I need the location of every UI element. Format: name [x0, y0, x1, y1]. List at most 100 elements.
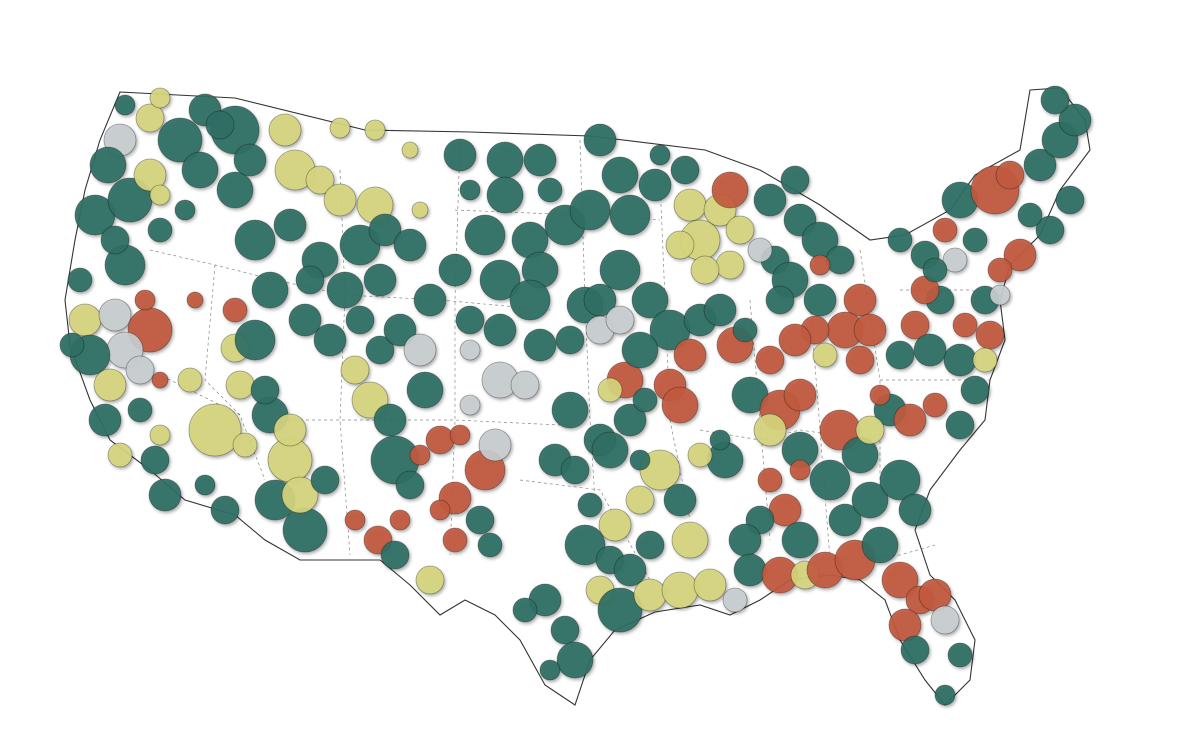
bubble-category-a — [363, 263, 397, 297]
bubble-category-a — [947, 642, 973, 668]
bubble-category-b — [151, 371, 169, 389]
bubble-category-a — [477, 532, 503, 558]
bubble-category-a — [114, 94, 136, 116]
bubble-category-a — [395, 470, 425, 500]
bubble-category-b — [869, 384, 891, 406]
state-border-line — [339, 169, 351, 556]
bubble-category-b — [344, 509, 366, 531]
bubble-category-a — [613, 553, 647, 587]
bubble-category-a — [148, 478, 182, 512]
state-border-line — [519, 479, 651, 581]
bubble-category-b — [952, 312, 978, 338]
bubble-category-a — [181, 151, 219, 189]
bubble-category-d — [747, 237, 773, 263]
bubble-category-b — [429, 499, 451, 521]
state-border-line — [449, 139, 461, 556]
bubble-category-a — [89, 146, 127, 184]
state-border-line — [149, 369, 241, 416]
bubble-layer — [59, 85, 1092, 706]
bubble-category-a — [345, 305, 375, 335]
bubble-category-c — [68, 303, 102, 337]
state-border-line — [659, 179, 691, 521]
bubble-category-a — [631, 281, 669, 319]
bubble-category-c — [625, 485, 655, 515]
bubble-category-a — [523, 143, 557, 177]
bubble-category-c — [597, 377, 623, 403]
bubble-category-d — [942, 247, 968, 273]
bubble-category-a — [709, 429, 731, 451]
bubble-category-c — [690, 255, 720, 285]
bubble-category-a — [564, 524, 606, 566]
bubble-category-c — [177, 367, 203, 393]
bubble-category-a — [100, 225, 130, 255]
bubble-category-a — [960, 375, 990, 405]
bubble-category-a — [962, 227, 988, 253]
bubble-category-a — [825, 245, 855, 275]
bubble-category-b — [409, 444, 431, 466]
bubble-category-a — [613, 403, 647, 437]
bubble-category-a — [803, 283, 837, 317]
bubble-category-a — [67, 267, 93, 293]
bubble-category-b — [987, 257, 1013, 283]
bubble-category-a — [459, 179, 481, 201]
bubble-category-a — [127, 397, 153, 423]
bubble-category-a — [310, 465, 340, 495]
bubble-category-a — [413, 283, 447, 317]
bubble-category-a — [1035, 215, 1065, 245]
bubble-category-b — [932, 217, 958, 243]
bubble-category-a — [326, 271, 364, 309]
bubble-category-a — [569, 189, 611, 231]
bubble-category-c — [401, 141, 419, 159]
bubble-category-a — [313, 323, 347, 357]
bubble-category-a — [560, 455, 590, 485]
bubble-category-c — [149, 184, 171, 206]
bubble-category-b — [995, 160, 1025, 190]
bubble-category-a — [59, 332, 85, 358]
bubble-category-a — [703, 293, 737, 327]
bubble-category-b — [789, 459, 811, 481]
bubble-category-a — [523, 328, 557, 362]
bubble-category-a — [380, 540, 410, 570]
bubble-category-b — [845, 345, 875, 375]
bubble-category-a — [1040, 85, 1070, 115]
bubble-category-a — [509, 279, 551, 321]
bubble-category-a — [1055, 185, 1085, 215]
bubble-category-c — [693, 568, 727, 602]
bubble-category-a — [365, 335, 395, 365]
bubble-category-a — [233, 143, 267, 177]
bubble-category-a — [157, 117, 203, 163]
bubble-category-b — [389, 509, 411, 531]
bubble-category-d — [722, 587, 748, 613]
bubble-category-a — [288, 303, 322, 337]
bubble-category-a — [887, 227, 913, 253]
bubble-category-b — [843, 283, 877, 317]
bubble-category-a — [861, 526, 899, 564]
bubble-category-b — [755, 345, 785, 375]
bubble-category-a — [140, 445, 170, 475]
bubble-category-a — [1023, 148, 1057, 182]
bubble-category-c — [725, 215, 755, 245]
bubble-category-d — [459, 394, 481, 416]
bubble-category-a — [663, 483, 697, 517]
bubble-category-c — [281, 476, 319, 514]
bubble-category-a — [483, 313, 517, 347]
bubble-category-b — [853, 313, 887, 347]
bubble-category-a — [765, 285, 795, 315]
bubble-category-a — [455, 305, 485, 335]
bubble-category-b — [134, 289, 156, 311]
bubble-category-a — [234, 319, 276, 361]
bubble-category-a — [250, 375, 280, 405]
bubble-category-c — [687, 442, 713, 468]
bubble-category-a — [295, 265, 325, 295]
bubble-category-a — [443, 138, 477, 172]
bubble-category-a — [539, 659, 561, 681]
bubble-category-a — [583, 283, 617, 317]
bubble-category-a — [780, 165, 810, 195]
bubble-category-a — [649, 144, 671, 166]
bubble-category-c — [665, 230, 695, 260]
bubble-category-b — [449, 424, 471, 446]
bubble-category-c — [340, 355, 370, 385]
bubble-category-a — [945, 410, 975, 440]
bubble-category-a — [1058, 103, 1092, 137]
